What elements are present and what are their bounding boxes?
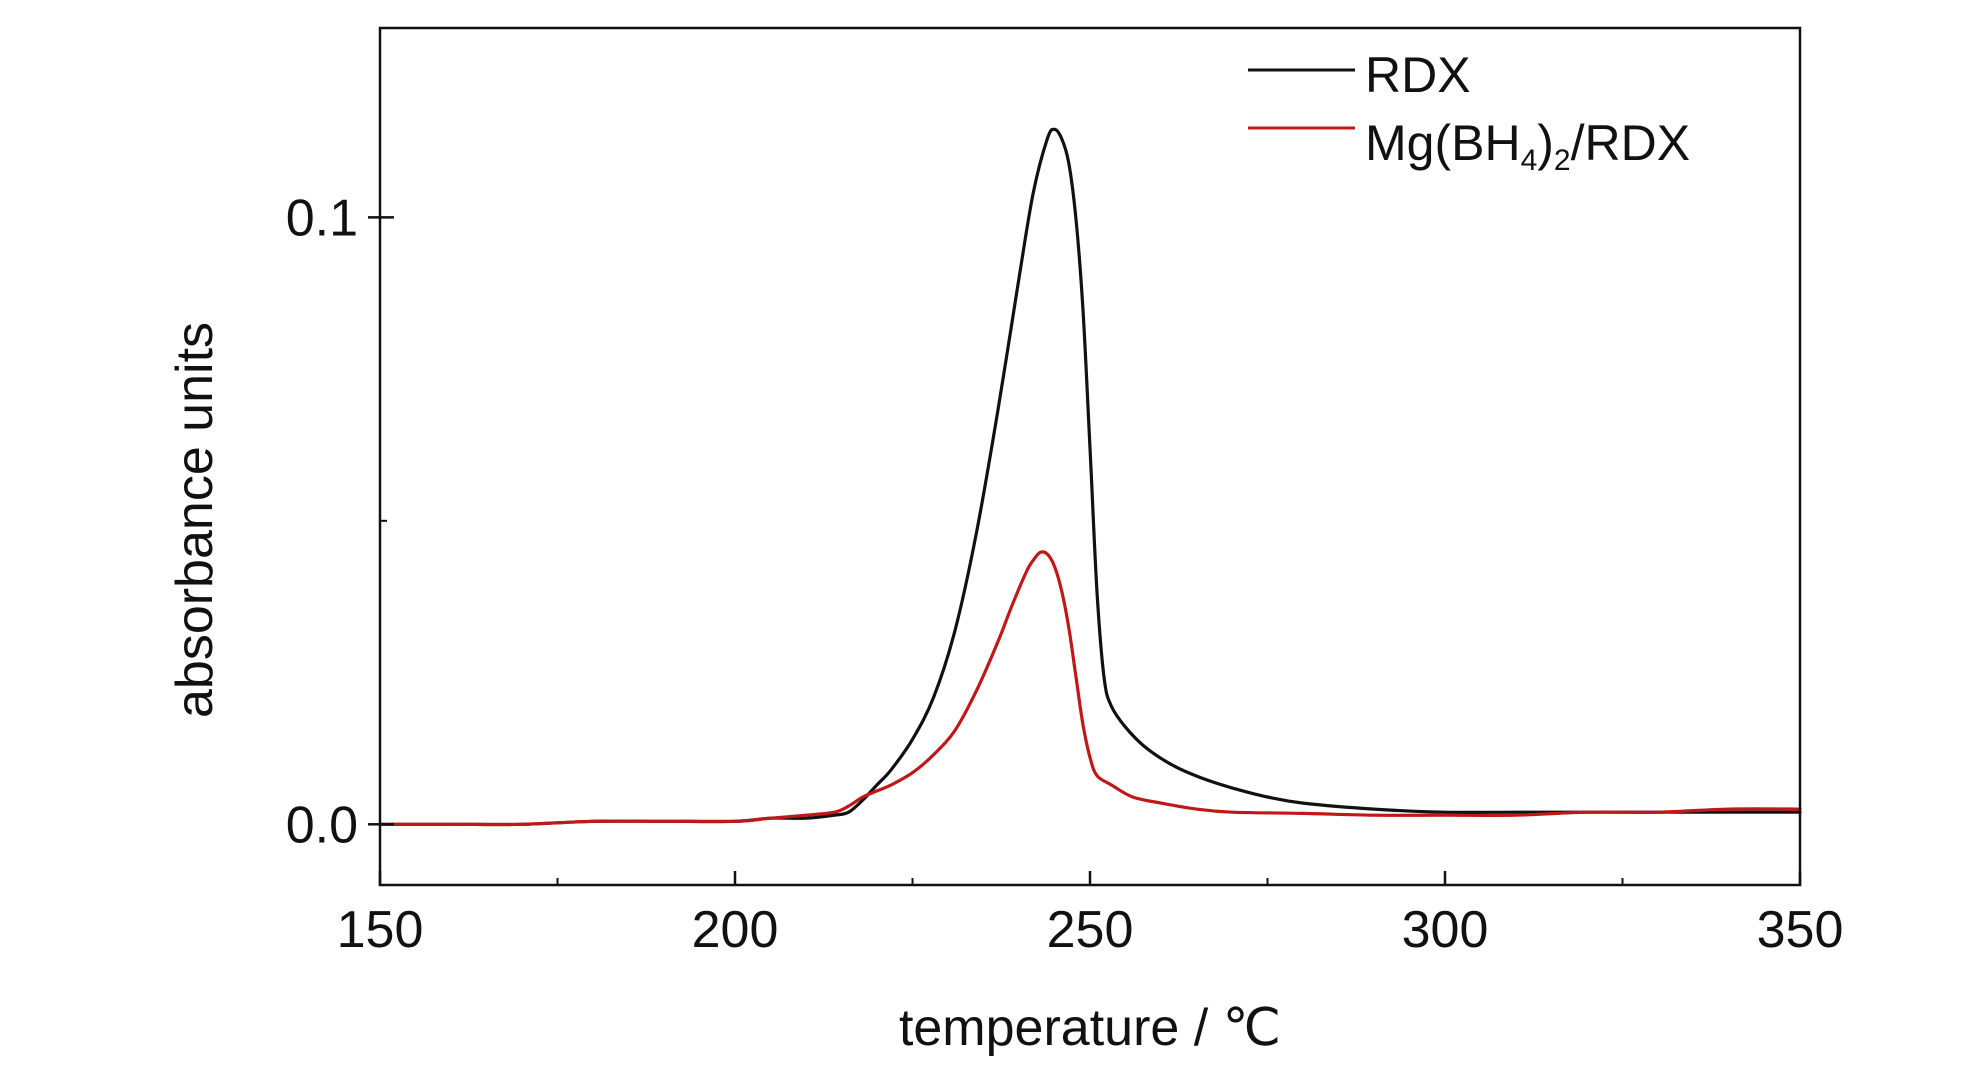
legend-label-mg-sub2: 2 [1554,144,1571,177]
legend-label-mg-prefix: Mg(BH [1365,115,1521,171]
legend-label-rdx: RDX [1365,47,1471,103]
y-tick-label: 0.0 [286,796,358,854]
x-tick-label: 200 [692,901,779,959]
y-tick-label: 0.1 [286,189,358,247]
x-tick-label: 350 [1757,901,1844,959]
x-axis-label: temperature / ℃ [899,999,1281,1057]
y-axis-label: absorbance units [166,322,224,718]
series-layer [378,127,1802,827]
legend-label-mg-sub4: 4 [1521,144,1538,177]
legend-label-mg-mid: ) [1537,115,1554,171]
x-tick-label: 250 [1047,901,1134,959]
x-tick-label: 300 [1402,901,1489,959]
series-line-rdx [378,127,1802,827]
legend: RDX Mg(BH4)2/RDX [1248,47,1690,177]
legend-label-mg-bh4-2-rdx: Mg(BH4)2/RDX [1365,115,1690,177]
x-tick-label: 150 [337,901,424,959]
legend-label-mg-suffix: /RDX [1571,115,1690,171]
ticks-layer: 150 200 250 300 350 0.0 0.1 [286,189,1844,959]
series-line-mg-bh4-2-rdx [378,550,1802,827]
